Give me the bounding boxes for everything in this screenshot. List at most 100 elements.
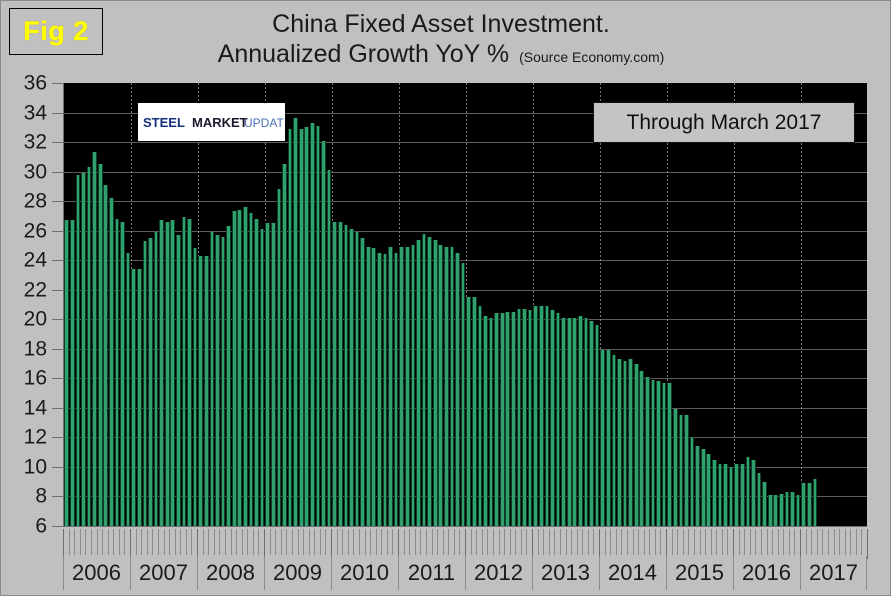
bar: [488, 317, 494, 526]
bar: [432, 239, 438, 526]
bar: [326, 170, 332, 526]
y-axis-tick-mark: [52, 378, 63, 380]
bar: [712, 459, 717, 526]
x-axis-month-tick: [443, 529, 444, 555]
y-axis-tick-label: 14: [23, 396, 47, 420]
gridline-horizontal: [64, 378, 867, 380]
x-axis-month-tick: [845, 529, 846, 555]
x-axis-month-tick: [169, 529, 170, 555]
gridline-horizontal: [64, 260, 867, 262]
x-axis-month-tick: [108, 529, 109, 555]
y-axis-tick-label: 34: [23, 101, 47, 125]
x-axis-month-tick: [649, 529, 650, 555]
bar: [566, 317, 572, 526]
x-axis-month-tick: [409, 529, 410, 555]
bar: [310, 122, 315, 526]
x-axis-month-tick: [834, 529, 835, 555]
bar: [131, 269, 137, 526]
x-axis-month-tick: [761, 529, 762, 555]
x-axis-year-label: 2006: [72, 560, 121, 585]
through-date-label: Through March 2017: [626, 110, 822, 134]
gridline-vertical-year: [600, 83, 601, 526]
x-axis-month-tick: [236, 529, 237, 555]
x-axis-month-tick: [716, 529, 717, 555]
x-axis-year-label: 2011: [407, 560, 456, 585]
x-axis: 2006 2007 2008 2009 2010 2011 2012 2013 2014 2015…: [63, 526, 868, 590]
gridline-horizontal: [64, 142, 867, 144]
bar: [717, 463, 723, 526]
bar: [209, 232, 215, 526]
bar: [120, 221, 125, 526]
y-axis: 36 34 32 30 28 26 24 22 20 18 16 14 12 10 8 6: [1, 73, 63, 537]
y-axis-tick-mark: [52, 437, 63, 439]
x-axis-month-tick: [476, 529, 477, 555]
bar: [220, 236, 226, 526]
x-axis-month-tick: [778, 529, 779, 555]
bar: [410, 245, 416, 526]
x-axis-month-tick: [342, 529, 343, 555]
x-axis-month-tick: [465, 529, 466, 559]
x-axis-month-tick: [839, 529, 840, 555]
bar: [164, 221, 170, 526]
x-axis-month-tick: [392, 529, 393, 555]
x-axis-month-tick: [247, 529, 248, 555]
x-axis-month-tick: [750, 529, 751, 555]
x-axis-month-tick: [482, 529, 483, 555]
x-axis-month-tick: [705, 529, 706, 555]
x-axis-month-tick: [683, 529, 684, 555]
gridline-vertical-year: [533, 83, 534, 526]
gridline-horizontal: [64, 496, 867, 498]
y-axis-tick-mark: [52, 230, 63, 232]
x-axis-month-tick: [582, 529, 583, 555]
bar: [349, 229, 354, 526]
bar: [254, 218, 259, 526]
bar: [645, 376, 650, 526]
bar: [198, 255, 204, 526]
bar: [544, 305, 550, 526]
x-axis-month-tick: [510, 529, 511, 555]
x-axis-month-tick: [633, 529, 634, 555]
x-axis-month-tick: [571, 529, 572, 555]
bar: [142, 241, 148, 526]
x-axis-month-tick: [605, 529, 606, 555]
bar: [181, 217, 187, 526]
bar: [315, 125, 321, 526]
x-axis-month-tick: [666, 529, 667, 559]
x-axis-month-tick: [532, 529, 533, 559]
chart-title-block: China Fixed Asset Investment. Annualized…: [121, 9, 761, 73]
x-axis-month-tick: [672, 529, 673, 555]
x-axis-month-tick: [767, 529, 768, 555]
bar: [578, 316, 583, 526]
x-axis-month-tick: [180, 529, 181, 555]
x-axis-month-tick: [549, 529, 550, 555]
bar: [728, 466, 734, 526]
x-axis-year-separator: [130, 556, 131, 590]
bar: [583, 317, 589, 526]
bar: [354, 232, 360, 526]
y-axis-tick-mark: [52, 201, 63, 203]
x-axis-month-tick: [208, 529, 209, 555]
x-axis-month-tick: [85, 529, 86, 555]
bar: [700, 449, 706, 526]
bar: [628, 359, 633, 526]
x-axis-month-tick: [828, 529, 829, 555]
bar: [471, 297, 477, 526]
bar: [745, 456, 751, 526]
bar: [505, 311, 511, 526]
x-axis-month-tick: [219, 529, 220, 555]
x-axis-month-tick: [275, 529, 276, 555]
gridline-horizontal: [64, 230, 867, 232]
x-axis-month-tick: [191, 529, 192, 555]
bar: [511, 311, 516, 526]
y-axis-tick-label: 20: [23, 307, 47, 331]
bar: [427, 236, 432, 526]
bar: [192, 248, 198, 526]
bar: [527, 310, 533, 526]
x-axis-year-label: 2016: [742, 560, 791, 585]
x-axis-month-tick: [627, 529, 628, 555]
bar: [756, 472, 762, 526]
x-axis-month-tick: [376, 529, 377, 555]
gridline-horizontal: [64, 171, 867, 173]
bar: [159, 220, 164, 526]
